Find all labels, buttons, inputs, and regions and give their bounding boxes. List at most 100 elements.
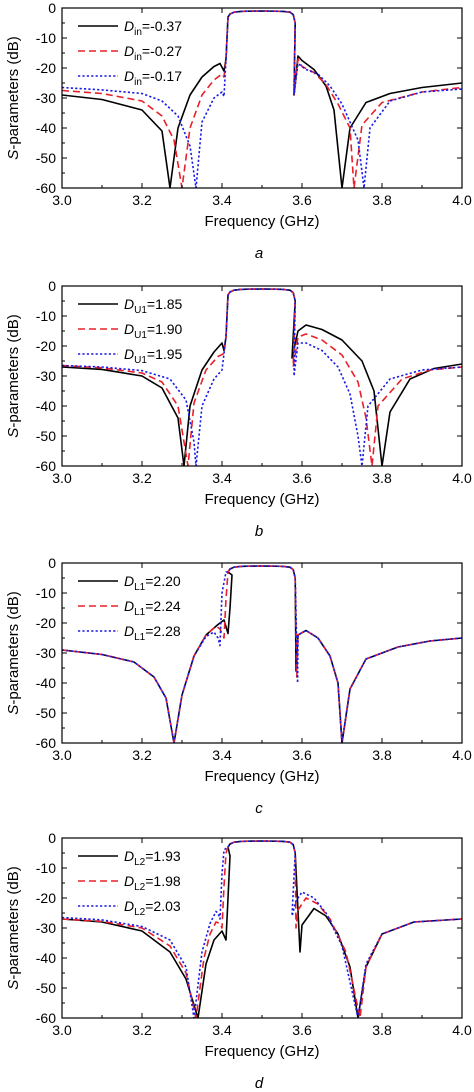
- y-axis-label: S-parameters (dB): [5, 591, 22, 714]
- x-tick-label: 3.0: [52, 192, 72, 208]
- x-tick-label: 3.8: [372, 747, 392, 763]
- series-line-3: [62, 840, 462, 1018]
- series-group: [62, 10, 462, 188]
- series-line-2: [62, 840, 462, 1018]
- series-line-3: [62, 565, 462, 743]
- panel-label: c: [255, 800, 263, 817]
- panel-a: 3.0 3.2 3.4 3.6 3.8 4.0 0 -10 -20 -30 -40 -50 -60 Fre…: [5, 0, 472, 262]
- y-tick-label: -30: [36, 645, 56, 661]
- x-tick-label: 3.4: [212, 1022, 232, 1038]
- series-line-1: [62, 288, 462, 466]
- x-axis-label: Frequency (GHz): [204, 491, 319, 508]
- x-tick-label: 3.4: [212, 192, 232, 208]
- series-group: [62, 288, 462, 466]
- x-tick-label: 4.0: [452, 192, 472, 208]
- x-tick-label: 3.2: [132, 1022, 152, 1038]
- series-line-3: [62, 288, 462, 466]
- y-tick-label: -10: [36, 30, 56, 46]
- y-tick-label: -40: [36, 950, 56, 966]
- y-tick-label: -60: [36, 1010, 56, 1026]
- series-line-3: [62, 10, 462, 188]
- x-tick-label: 3.0: [52, 747, 72, 763]
- panel-d: 3.0 3.2 3.4 3.6 3.8 4.0 0 -10 -20 -30 -40 -50 -60 Fre…: [5, 830, 472, 1092]
- y-tick-label: -50: [36, 705, 56, 721]
- series-group: [62, 840, 462, 1018]
- plot-frame: [61, 837, 463, 1019]
- series-line-1: [62, 840, 462, 1018]
- x-tick-label: 3.2: [132, 192, 152, 208]
- x-tick-label: 4.0: [452, 1022, 472, 1038]
- legend-entry-2: DU1=1.90: [124, 321, 183, 341]
- x-tick-label: 3.2: [132, 747, 152, 763]
- legend: Din=-0.37 Din=-0.27 Din=-0.17: [78, 18, 182, 88]
- y-tick-label: -60: [36, 735, 56, 751]
- y-tick-label: 0: [48, 278, 56, 294]
- y-tick-label: 0: [48, 555, 56, 571]
- legend-entry-3: DL1=2.28: [124, 623, 181, 643]
- y-tick-label: -40: [36, 675, 56, 691]
- y-tick-label: -40: [36, 398, 56, 414]
- x-tick-label: 3.0: [52, 470, 72, 486]
- x-tick-label: 3.8: [372, 192, 392, 208]
- plot-frame: [61, 562, 463, 744]
- legend: DU1=1.85 DU1=1.90 DU1=1.95: [78, 296, 183, 366]
- x-tick-label: 3.6: [292, 192, 312, 208]
- legend-entry-3: Din=-0.17: [124, 68, 182, 88]
- panel-b: 3.0 3.2 3.4 3.6 3.8 4.0 0 -10 -20 -30 -40 -50 -60 Fre…: [5, 278, 472, 540]
- x-tick-label: 4.0: [452, 747, 472, 763]
- x-tick-label: 3.4: [212, 747, 232, 763]
- legend-entry-1: DL1=2.20: [124, 573, 181, 593]
- y-tick-label: 0: [48, 0, 56, 16]
- panel-label: b: [255, 523, 263, 540]
- x-tick-label: 3.6: [292, 747, 312, 763]
- y-axis-label: S-parameters (dB): [5, 36, 22, 159]
- legend-entry-1: DL2=1.93: [124, 848, 181, 868]
- x-tick-label: 3.2: [132, 470, 152, 486]
- y-tick-label: -50: [36, 980, 56, 996]
- legend-entry-2: Din=-0.27: [124, 43, 182, 63]
- legend-entry-3: DL2=2.03: [124, 898, 181, 918]
- panel-label: d: [255, 1075, 264, 1092]
- y-tick-label: -10: [36, 585, 56, 601]
- x-tick-label: 4.0: [452, 470, 472, 486]
- y-tick-label: -30: [36, 368, 56, 384]
- y-tick-label: -20: [36, 615, 56, 631]
- y-tick-label: -40: [36, 120, 56, 136]
- x-axis-label: Frequency (GHz): [204, 768, 319, 785]
- y-tick-label: -60: [36, 180, 56, 196]
- y-tick-label: -10: [36, 308, 56, 324]
- series-line-2: [62, 565, 462, 743]
- y-tick-label: -50: [36, 428, 56, 444]
- y-tick-label: -20: [36, 890, 56, 906]
- y-axis-label: S-parameters (dB): [5, 314, 22, 437]
- y-tick-label: -20: [36, 60, 56, 76]
- series-group: [62, 565, 462, 743]
- x-axis-label: Frequency (GHz): [204, 1043, 319, 1060]
- x-tick-label: 3.6: [292, 1022, 312, 1038]
- y-tick-label: -60: [36, 458, 56, 474]
- legend-entry-1: Din=-0.37: [124, 18, 182, 38]
- legend-entry-2: DL2=1.98: [124, 873, 181, 893]
- x-tick-label: 3.8: [372, 1022, 392, 1038]
- legend-entry-2: DL1=2.24: [124, 598, 181, 618]
- y-tick-label: -20: [36, 338, 56, 354]
- x-axis-label: Frequency (GHz): [204, 213, 319, 230]
- x-tick-label: 3.6: [292, 470, 312, 486]
- y-tick-label: -30: [36, 90, 56, 106]
- panel-c: 3.0 3.2 3.4 3.6 3.8 4.0 0 -10 -20 -30 -40 -50 -60 Fre…: [5, 555, 472, 817]
- legend: DL2=1.93 DL2=1.98 DL2=2.03: [78, 848, 181, 918]
- y-tick-label: 0: [48, 830, 56, 846]
- series-line-1: [62, 565, 462, 743]
- y-axis-label: S-parameters (dB): [5, 866, 22, 989]
- legend: DL1=2.20 DL1=2.24 DL1=2.28: [78, 573, 181, 643]
- series-line-2: [62, 288, 462, 466]
- legend-entry-1: DU1=1.85: [124, 296, 183, 316]
- panel-label: a: [255, 245, 263, 262]
- legend-entry-3: DU1=1.95: [124, 346, 183, 366]
- y-tick-label: -30: [36, 920, 56, 936]
- y-tick-label: -10: [36, 860, 56, 876]
- y-tick-label: -50: [36, 150, 56, 166]
- x-tick-label: 3.0: [52, 1022, 72, 1038]
- x-tick-label: 3.8: [372, 470, 392, 486]
